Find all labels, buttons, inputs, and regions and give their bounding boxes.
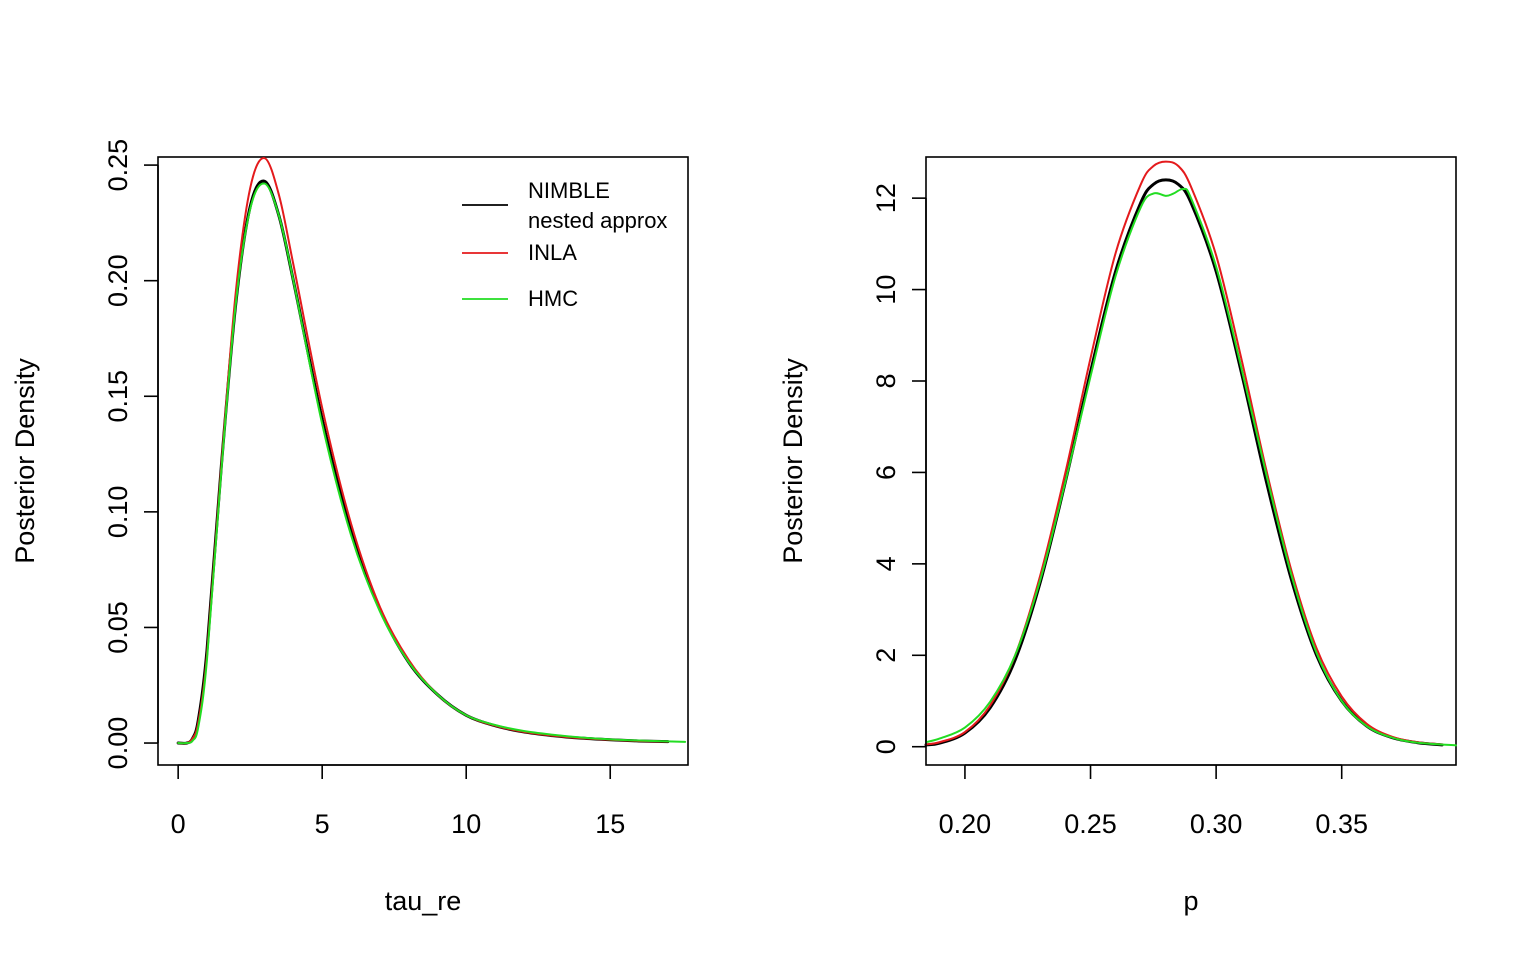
y-tick-label: 6: [871, 465, 901, 480]
legend-label-nimble-line2: nested approx: [528, 208, 667, 233]
tau-re-density-panel: 0 5 10 15 0.00 0.05 0.10 0.15 0.20 0.25 tau_re P…: [10, 139, 689, 916]
y-axis-title: Posterior Density: [10, 358, 40, 564]
y-tick-label: 4: [871, 556, 901, 571]
y-tick-label: 0.20: [103, 254, 133, 307]
y-axis-title: Posterior Density: [778, 358, 808, 564]
y-tick-label: 0.10: [103, 486, 133, 539]
series-line-hmc: [177, 182, 687, 745]
x-axis: 0 5 10 15: [171, 764, 625, 839]
p-density-panel: 0.20 0.25 0.30 0.35 0 2 4 6 8 10 12 p Posterior D…: [778, 156, 1457, 916]
y-tick-label: 0: [871, 739, 901, 754]
legend: NIMBLE nested approx INLA HMC: [462, 178, 667, 311]
legend-label-hmc: HMC: [528, 286, 578, 311]
y-tick-label: 2: [871, 648, 901, 663]
x-axis: 0.20 0.25 0.30 0.35: [939, 764, 1368, 839]
series-line-hmc: [925, 187, 1457, 747]
series-layer: [176, 157, 687, 745]
x-tick-label: 15: [595, 809, 625, 839]
x-tick-label: 5: [315, 809, 330, 839]
y-tick-label: 0.25: [103, 139, 133, 192]
y-tick-label: 10: [871, 275, 901, 305]
x-tick-label: 10: [451, 809, 481, 839]
y-tick-label: 8: [871, 373, 901, 388]
x-axis-title: tau_re: [385, 886, 462, 916]
x-tick-label: 0.20: [939, 809, 992, 839]
y-tick-label: 0.00: [103, 717, 133, 770]
x-tick-label: 0.30: [1190, 809, 1243, 839]
legend-label-inla: INLA: [528, 240, 577, 265]
x-tick-label: 0.35: [1315, 809, 1368, 839]
y-tick-label: 0.15: [103, 370, 133, 423]
series-layer: [924, 160, 1457, 747]
y-tick-label: 12: [871, 183, 901, 213]
x-axis-title: p: [1183, 886, 1198, 916]
y-tick-label: 0.05: [103, 601, 133, 654]
x-tick-label: 0.25: [1064, 809, 1117, 839]
legend-label-nimble: NIMBLE: [528, 178, 610, 203]
x-tick-label: 0: [171, 809, 186, 839]
y-axis: 0 2 4 6 8 10 12: [871, 183, 927, 754]
y-axis: 0.00 0.05 0.10 0.15 0.20 0.25: [103, 139, 159, 770]
